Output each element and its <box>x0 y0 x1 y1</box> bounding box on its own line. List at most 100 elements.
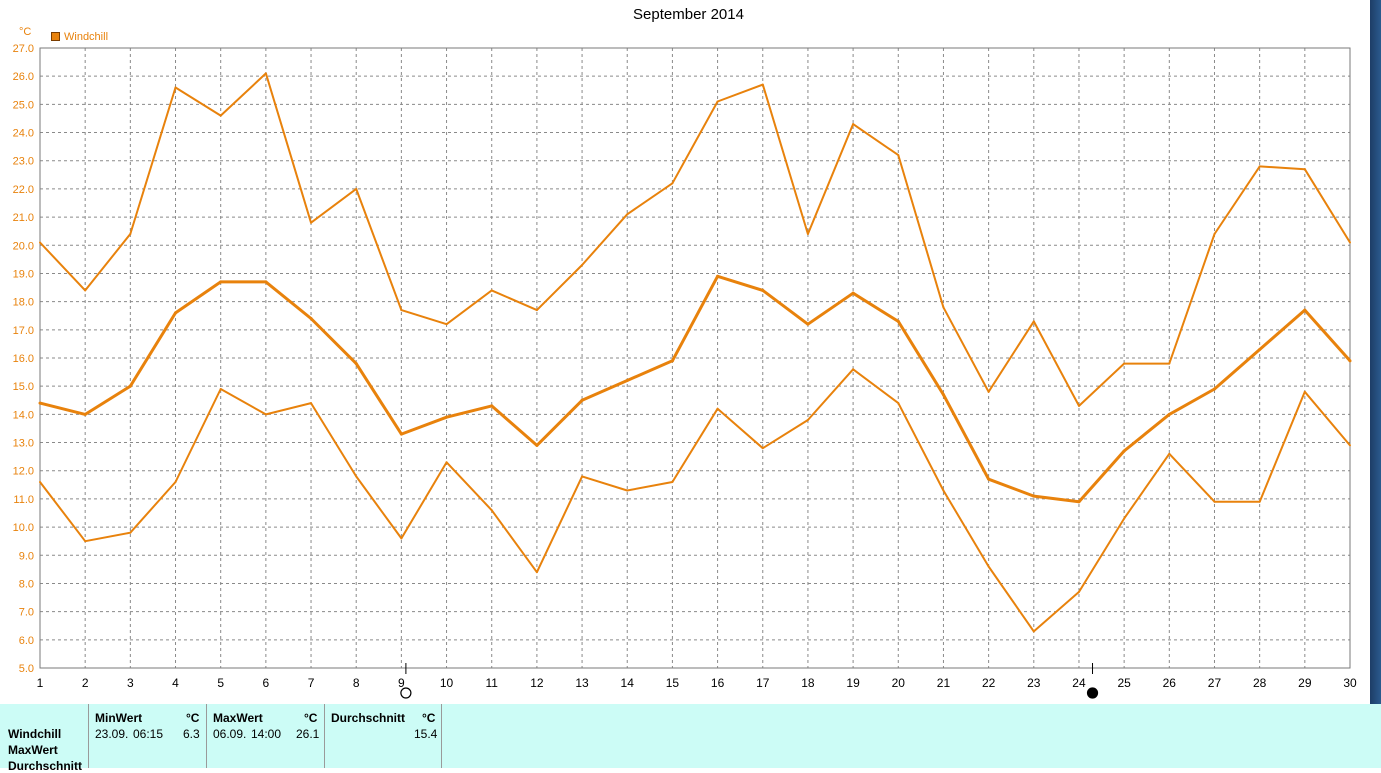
data-point-min <box>310 402 313 405</box>
data-point-avg <box>851 291 855 295</box>
stats-row-label: Windchill <box>8 727 62 741</box>
stats-max-date: 06.09. <box>213 727 247 741</box>
data-point-max <box>264 72 267 75</box>
x-tick-label: 22 <box>982 676 996 690</box>
data-point-avg <box>174 311 178 315</box>
data-point-max <box>400 309 403 312</box>
data-point-avg <box>1122 449 1126 453</box>
data-point-max <box>581 264 584 266</box>
data-point-max <box>987 390 990 393</box>
x-tick-label: 28 <box>1253 676 1267 690</box>
data-point-min <box>897 402 900 405</box>
data-point-avg <box>1212 387 1216 391</box>
stats-divider <box>441 704 442 768</box>
x-tick-label: 6 <box>263 676 270 690</box>
data-point-min <box>1032 630 1035 633</box>
data-point-avg <box>761 288 765 292</box>
data-point-min <box>264 413 267 416</box>
data-point-max <box>806 233 809 235</box>
stats-avg-unit: °C <box>422 711 436 725</box>
chart-axes: 5.0 6.0 7.0 8.0 9.0 10.0 11.0 12.0 13.0 14.0 15.0 1… <box>13 43 1357 690</box>
data-point-avg <box>354 362 358 366</box>
data-point-avg <box>445 415 449 419</box>
data-point-min <box>987 565 990 568</box>
data-point-avg <box>1167 412 1171 416</box>
data-point-min <box>1213 500 1216 503</box>
data-point-max <box>942 306 945 309</box>
y-tick-label: 24.0 <box>13 128 34 140</box>
chart-title: September 2014 <box>633 6 744 23</box>
data-point-min <box>1123 517 1126 520</box>
data-point-min <box>1168 452 1171 455</box>
x-tick-label: 17 <box>756 676 770 690</box>
data-point-min <box>219 388 222 390</box>
y-tick-label: 17.0 <box>13 325 34 337</box>
data-point-min <box>535 571 538 574</box>
stats-max-unit: °C <box>304 711 318 725</box>
legend-swatch <box>51 32 60 41</box>
data-point-avg <box>128 384 132 388</box>
plot-frame <box>39 47 1351 669</box>
x-tick-label: 27 <box>1208 676 1222 690</box>
data-point-min <box>671 481 674 483</box>
x-tick-label: 23 <box>1027 676 1041 690</box>
y-tick-label: 16.0 <box>13 353 34 365</box>
x-tick-label: 4 <box>172 676 179 690</box>
stats-min-column: MinWert °C 23.09. 06:15 6.3 <box>88 704 207 768</box>
data-point-avg <box>1032 494 1036 498</box>
stats-row-label: MaxWert <box>8 743 58 757</box>
y-tick-label: 23.0 <box>13 156 34 168</box>
data-point-avg <box>580 398 584 402</box>
data-point-max <box>671 182 674 185</box>
legend-label-windchill: Windchill <box>64 31 109 43</box>
data-point-max <box>310 221 313 224</box>
full-moon-icon <box>400 687 412 699</box>
y-tick-label: 10.0 <box>13 522 34 534</box>
stats-avg-value: 15.4 <box>414 727 438 741</box>
data-point-avg <box>1348 359 1352 363</box>
x-tick-label: 20 <box>892 676 906 690</box>
stats-min-unit: °C <box>186 711 200 725</box>
x-tick-label: 7 <box>308 676 315 690</box>
stats-panel: Windchill MaxWert Durchschnitt MinWert °… <box>0 704 1381 773</box>
data-point-min <box>761 447 764 450</box>
data-point-max <box>1032 320 1035 323</box>
series-line-min <box>39 368 1351 633</box>
x-tick-label: 16 <box>711 676 725 690</box>
y-tick-label: 7.0 <box>19 607 34 619</box>
data-point-max <box>535 309 538 312</box>
data-point-min <box>716 407 719 410</box>
stats-max-value: 26.1 <box>296 727 320 741</box>
x-tick-label: 3 <box>127 676 134 690</box>
x-tick-label: 2 <box>82 676 89 690</box>
x-tick-label: 9 <box>398 676 405 690</box>
data-point-max <box>1258 165 1261 168</box>
data-point-min <box>84 540 87 543</box>
data-point-avg <box>38 401 42 405</box>
data-point-avg <box>896 319 900 323</box>
x-tick-label: 5 <box>217 676 224 690</box>
y-tick-label: 21.0 <box>13 212 34 224</box>
data-point-max <box>852 123 855 126</box>
series-line-avg <box>39 274 1352 504</box>
data-point-avg <box>1303 308 1307 312</box>
x-tick-label: 19 <box>846 676 860 690</box>
data-point-avg <box>490 404 494 408</box>
data-point-min <box>174 481 177 483</box>
y-tick-label: 22.0 <box>13 184 34 196</box>
y-tick-label: 5.0 <box>19 663 34 675</box>
data-point-max <box>129 233 132 235</box>
x-tick-label: 21 <box>937 676 951 690</box>
data-point-max <box>1213 233 1216 235</box>
x-tick-label: 25 <box>1117 676 1131 690</box>
y-tick-label: 14.0 <box>13 409 34 421</box>
data-point-min <box>852 368 855 371</box>
data-point-max <box>626 213 629 216</box>
data-point-min <box>490 509 493 512</box>
y-tick-label: 13.0 <box>13 438 34 450</box>
stats-min-header: MinWert <box>95 711 143 725</box>
data-point-max <box>761 83 764 86</box>
x-tick-label: 14 <box>621 676 635 690</box>
data-point-min <box>806 419 809 421</box>
data-point-avg <box>309 317 313 321</box>
